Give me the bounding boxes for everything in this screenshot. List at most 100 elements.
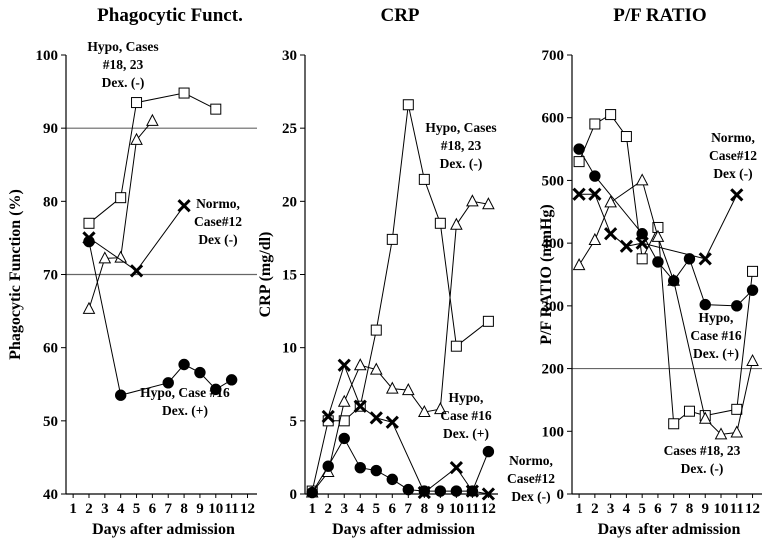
data-point-cross bbox=[385, 415, 399, 429]
series-cross bbox=[82, 199, 191, 278]
y-tick-label: 60 bbox=[43, 341, 58, 357]
series-dot bbox=[573, 143, 759, 312]
data-point-triangle bbox=[82, 301, 96, 314]
data-point-dot bbox=[210, 383, 222, 396]
x-tick-label: 12 bbox=[745, 501, 760, 517]
annotation-label: Hypo, Case #16 Dex. (+) bbox=[690, 310, 742, 361]
data-point-square bbox=[450, 340, 462, 352]
panel-title: P/F RATIO bbox=[613, 5, 706, 26]
data-point-square bbox=[386, 233, 398, 245]
x-tick-label: 5 bbox=[373, 501, 381, 517]
series-dot bbox=[306, 432, 495, 499]
annotation-line: Normo, bbox=[509, 453, 553, 468]
y-axis-label: P/F RATIO (mmHg) bbox=[538, 204, 555, 344]
x-tick-label: 7 bbox=[164, 501, 172, 517]
annotation-line: Cases #18, 23 bbox=[664, 443, 741, 458]
series-triangle bbox=[82, 113, 159, 314]
data-point-dot bbox=[573, 143, 585, 155]
data-point-dot bbox=[370, 464, 382, 477]
data-point-dot bbox=[636, 228, 648, 240]
x-tick-label: 4 bbox=[357, 501, 365, 517]
data-point-square bbox=[210, 103, 222, 115]
x-tick-label: 3 bbox=[607, 501, 615, 517]
data-point-square bbox=[418, 173, 430, 185]
data-point-cross bbox=[481, 487, 496, 501]
data-point-dot bbox=[746, 284, 759, 296]
data-point-triangle bbox=[434, 402, 447, 415]
y-tick-label: 10 bbox=[282, 341, 297, 357]
data-point-cross bbox=[604, 227, 618, 241]
x-tick-label: 8 bbox=[180, 501, 188, 517]
data-point-cross bbox=[369, 411, 383, 425]
data-point-dot bbox=[354, 461, 366, 474]
y-tick-label: 50 bbox=[43, 414, 58, 430]
annotation-label: Normo, Case#12 Dex (-) bbox=[507, 453, 555, 504]
data-point-cross bbox=[572, 187, 586, 201]
data-point-triangle bbox=[353, 358, 367, 371]
data-point-dot bbox=[589, 170, 601, 182]
data-point-dot bbox=[482, 445, 495, 458]
x-tick-label: 10 bbox=[449, 501, 464, 517]
data-point-cross bbox=[177, 199, 191, 213]
annotation-line: Dex. (+) bbox=[162, 403, 208, 418]
annotation-line: Case#12 bbox=[709, 148, 757, 163]
data-point-dot bbox=[668, 275, 680, 287]
data-point-cross bbox=[730, 188, 744, 202]
data-point-triangle bbox=[572, 258, 586, 271]
series-square bbox=[83, 87, 222, 229]
panel-title: Phagocytic Funct. bbox=[97, 5, 243, 26]
x-tick-label: 9 bbox=[437, 501, 445, 517]
data-point-square bbox=[589, 118, 601, 130]
annotation-line: Dex (-) bbox=[511, 489, 550, 504]
x-tick-label: 2 bbox=[591, 501, 599, 517]
x-tick-label: 3 bbox=[340, 501, 348, 517]
y-tick-label: 0 bbox=[290, 487, 298, 503]
data-point-dot bbox=[652, 256, 664, 268]
data-point-dot bbox=[386, 473, 398, 486]
x-tick-label: 11 bbox=[465, 501, 479, 517]
annotation-line: Dex. (+) bbox=[443, 426, 489, 441]
data-point-cross bbox=[321, 409, 335, 424]
x-tick-label: 1 bbox=[308, 501, 316, 517]
data-point-triangle bbox=[588, 232, 602, 246]
data-point-triangle bbox=[604, 195, 617, 208]
y-tick-label: 25 bbox=[282, 121, 297, 137]
y-tick-label: 80 bbox=[43, 194, 58, 210]
data-point-dot bbox=[402, 483, 415, 496]
data-point-dot bbox=[194, 366, 206, 379]
annotation-line: Dex. (-) bbox=[440, 156, 483, 171]
y-tick-label: 15 bbox=[282, 268, 297, 284]
annotation-line: Hypo, Cases bbox=[87, 39, 158, 54]
series-triangle bbox=[305, 194, 495, 498]
x-tick-label: 9 bbox=[701, 501, 709, 517]
x-tick-label: 7 bbox=[670, 501, 678, 517]
annotation-line: Dex. (+) bbox=[693, 346, 739, 361]
x-tick-label: 9 bbox=[196, 501, 204, 517]
data-point-dot bbox=[178, 358, 190, 371]
x-tick-label: 5 bbox=[133, 501, 141, 517]
data-point-square bbox=[747, 265, 759, 277]
y-axis-label: CRP (mg/dl) bbox=[257, 232, 274, 318]
data-point-triangle bbox=[146, 113, 159, 126]
series-line-triangle bbox=[311, 200, 489, 493]
x-axis-label: Days after admission bbox=[332, 521, 475, 538]
data-point-cross bbox=[353, 399, 367, 413]
y-tick-label: 40 bbox=[43, 487, 58, 503]
annotation-label: Hypo, Case #16 Dex. (+) bbox=[440, 390, 492, 441]
data-point-square bbox=[115, 192, 127, 204]
series-line-triangle bbox=[88, 120, 153, 310]
data-point-dot bbox=[731, 300, 743, 312]
annotation-line: Case #16 bbox=[440, 408, 492, 423]
y-tick-label: 700 bbox=[542, 48, 565, 64]
data-point-dot bbox=[450, 485, 463, 497]
data-point-triangle bbox=[714, 427, 728, 440]
data-point-dot bbox=[114, 389, 127, 401]
annotation-line: Case #16 bbox=[690, 328, 742, 343]
y-tick-label: 200 bbox=[542, 362, 565, 378]
data-point-dot bbox=[683, 253, 696, 265]
data-point-triangle bbox=[482, 197, 495, 210]
data-point-triangle bbox=[337, 394, 351, 407]
